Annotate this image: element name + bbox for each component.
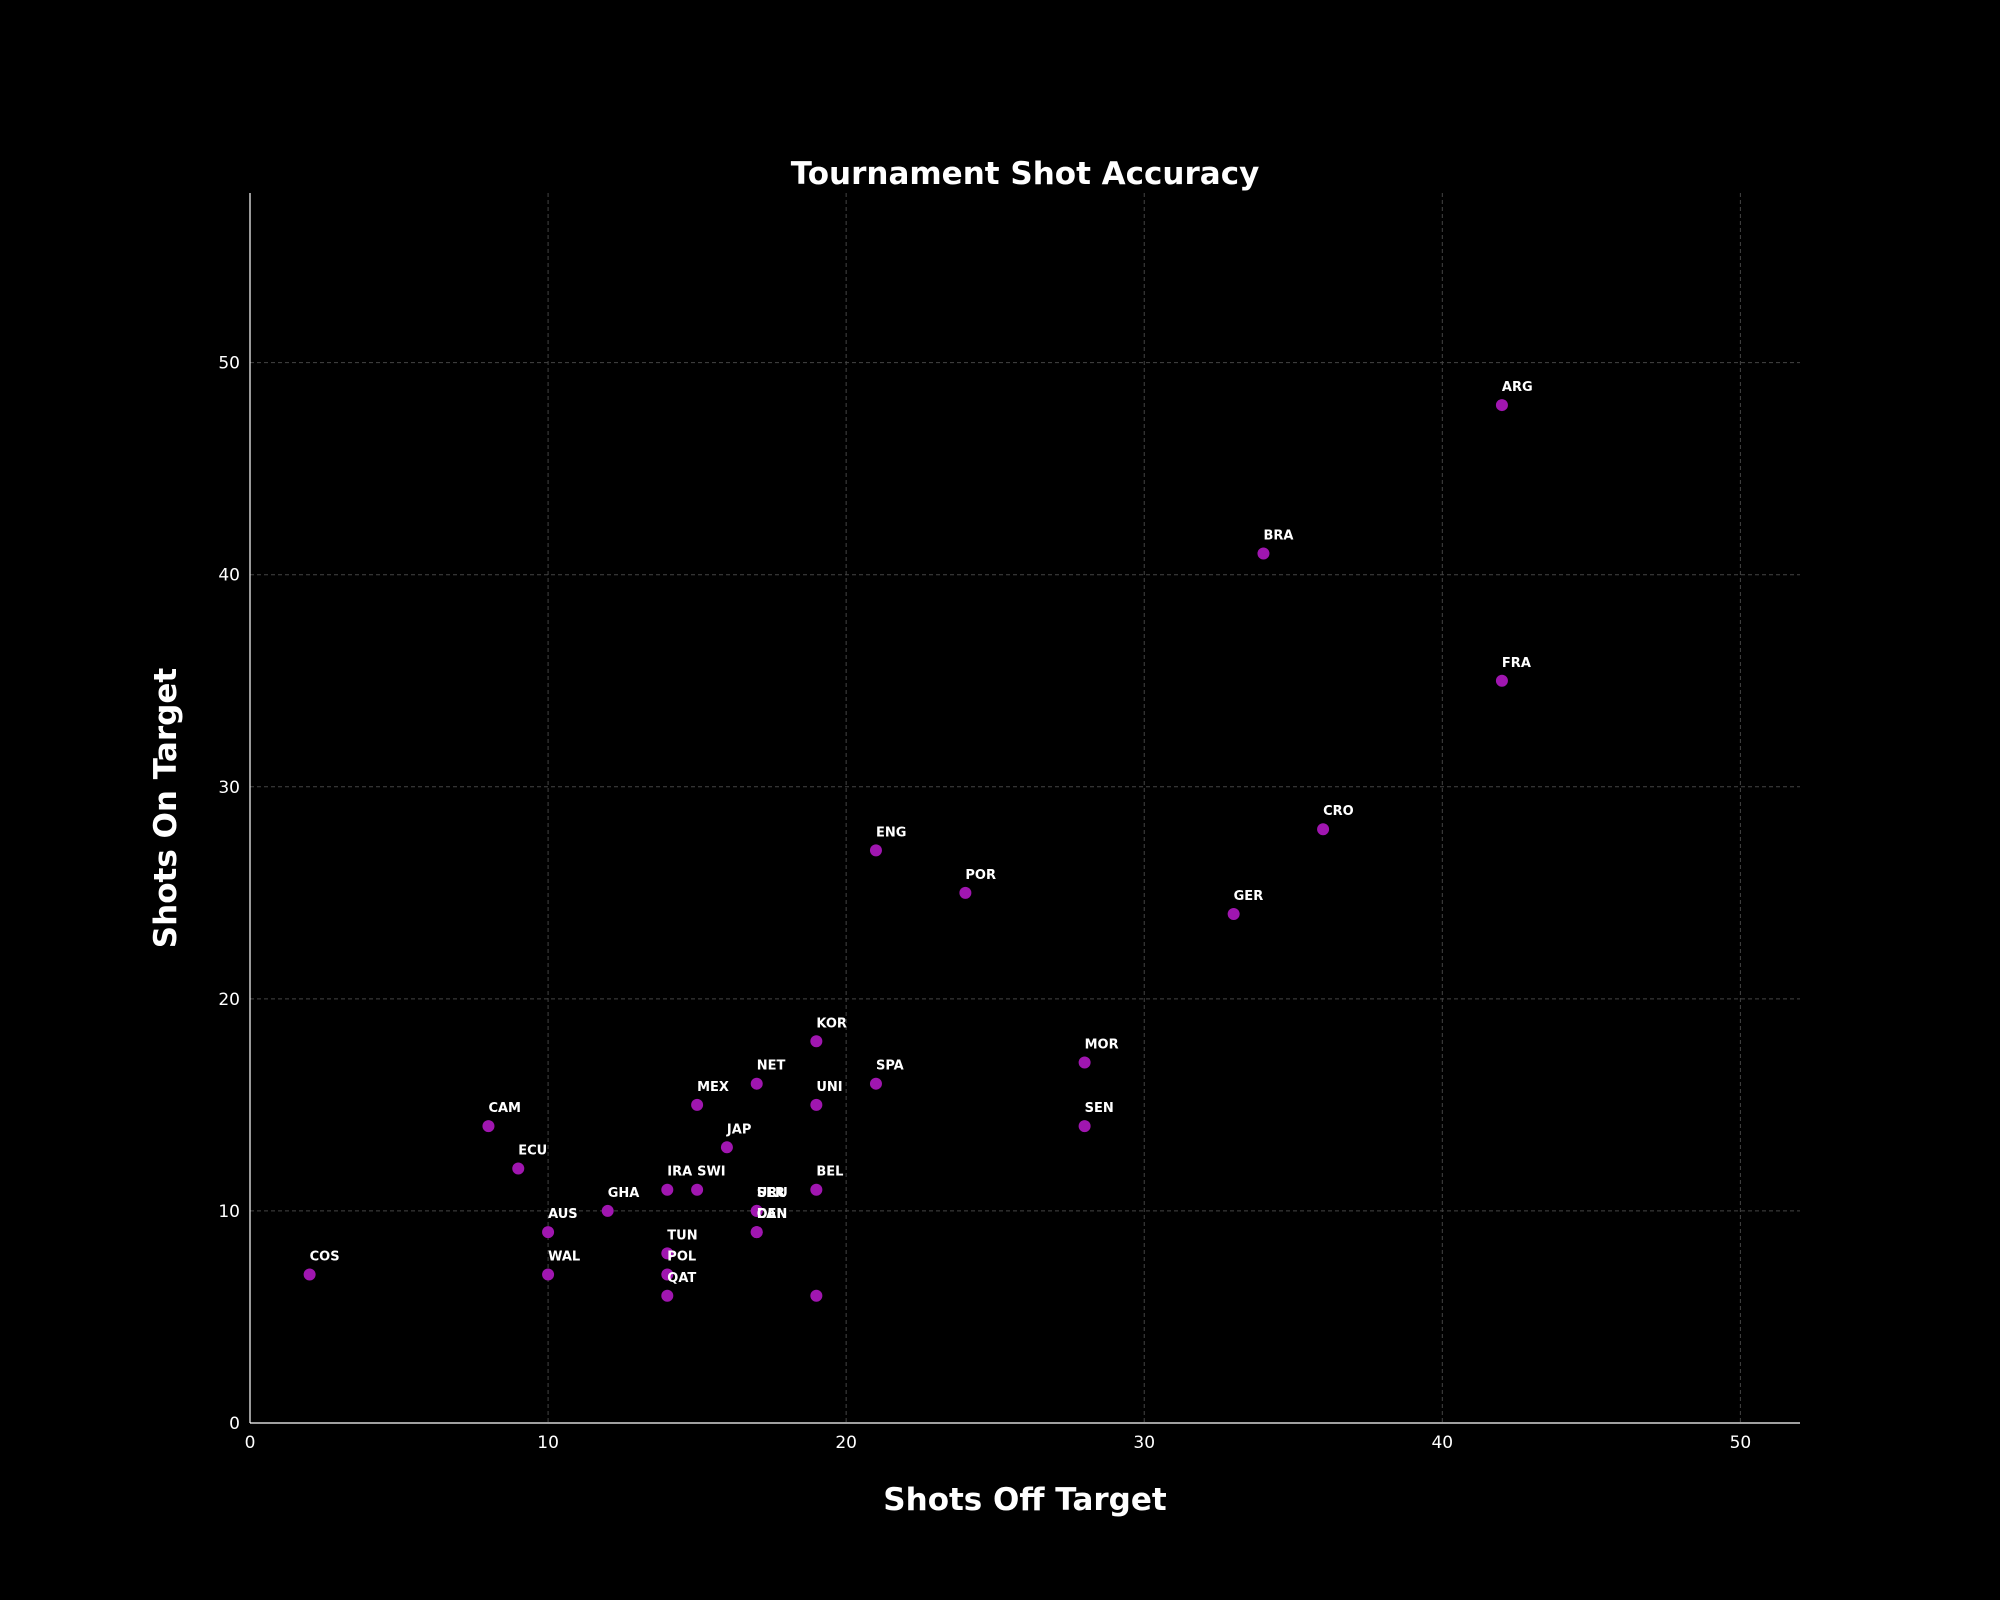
data-points bbox=[303, 399, 1508, 1302]
grid-lines bbox=[250, 193, 1800, 1423]
tick-labels: 0 10 20 30 40 50 0 10 20 30 40 50 bbox=[218, 354, 1751, 1453]
data-point[interactable] bbox=[869, 844, 882, 857]
point-label: POR bbox=[965, 868, 996, 883]
point-label: POL bbox=[667, 1250, 696, 1265]
point-label: CRO bbox=[1323, 804, 1354, 819]
point-label: SPA bbox=[876, 1059, 904, 1074]
data-point[interactable] bbox=[691, 1098, 704, 1111]
point-label: COS bbox=[310, 1250, 340, 1265]
point-label: AUS bbox=[548, 1207, 578, 1222]
data-point[interactable] bbox=[1495, 399, 1508, 412]
point-label: TUN bbox=[667, 1228, 697, 1243]
point-label: SWI bbox=[697, 1165, 726, 1180]
point-label: WAL bbox=[548, 1250, 580, 1265]
y-tick-label: 30 bbox=[218, 778, 240, 798]
point-label: QAT bbox=[667, 1271, 696, 1286]
y-tick-label: 10 bbox=[218, 1202, 240, 1222]
data-point[interactable] bbox=[810, 1183, 823, 1196]
data-point[interactable] bbox=[661, 1183, 674, 1196]
point-labels: ARG BRA FRA CRO ENG POR GER KOR MOR NET SPA MEX UNI C… bbox=[310, 380, 1533, 1286]
point-label: GER bbox=[1234, 889, 1264, 904]
data-point[interactable] bbox=[750, 1204, 763, 1217]
data-point[interactable] bbox=[661, 1289, 674, 1302]
point-label: JAP bbox=[726, 1122, 751, 1137]
data-point[interactable] bbox=[1227, 908, 1240, 921]
data-point[interactable] bbox=[542, 1226, 555, 1239]
data-point[interactable] bbox=[601, 1204, 614, 1217]
point-label: ARG bbox=[1502, 380, 1533, 395]
x-tick-label: 20 bbox=[835, 1433, 857, 1453]
point-label: CAN bbox=[757, 1207, 787, 1222]
x-tick-label: 0 bbox=[245, 1433, 256, 1453]
point-label: MOR bbox=[1085, 1037, 1119, 1052]
data-point[interactable] bbox=[810, 1098, 823, 1111]
point-label: GHA bbox=[608, 1186, 640, 1201]
data-point[interactable] bbox=[512, 1162, 525, 1175]
point-label: MEX bbox=[697, 1080, 729, 1095]
point-label: SER bbox=[757, 1186, 785, 1201]
data-point[interactable] bbox=[1317, 823, 1330, 836]
y-tick-label: 0 bbox=[229, 1414, 240, 1434]
y-tick-label: 40 bbox=[218, 566, 240, 586]
point-label: IRA bbox=[667, 1165, 692, 1180]
x-axis-label: Shots Off Target bbox=[883, 1482, 1167, 1518]
data-point[interactable] bbox=[661, 1268, 674, 1281]
data-point[interactable] bbox=[810, 1035, 823, 1048]
data-point[interactable] bbox=[482, 1120, 495, 1133]
y-tick-label: 20 bbox=[218, 990, 240, 1010]
point-label: NET bbox=[757, 1059, 786, 1074]
data-point[interactable] bbox=[750, 1226, 763, 1239]
data-point[interactable] bbox=[1078, 1120, 1091, 1133]
data-point[interactable] bbox=[1257, 547, 1270, 560]
x-tick-label: 50 bbox=[1730, 1433, 1752, 1453]
chart-title: Tournament Shot Accuracy bbox=[791, 156, 1260, 192]
y-tick-label: 50 bbox=[218, 354, 240, 374]
data-point[interactable] bbox=[720, 1141, 733, 1154]
point-label: DEN bbox=[757, 1207, 788, 1222]
point-label: SEN bbox=[1085, 1101, 1114, 1116]
point-label: KOR bbox=[816, 1016, 847, 1031]
point-label: URU bbox=[757, 1186, 788, 1201]
data-point[interactable] bbox=[691, 1183, 704, 1196]
data-point[interactable] bbox=[869, 1077, 882, 1090]
data-point[interactable] bbox=[810, 1289, 823, 1302]
point-label: BRA bbox=[1263, 529, 1293, 544]
point-label: UNI bbox=[816, 1080, 842, 1095]
point-label: CAM bbox=[488, 1101, 521, 1116]
x-tick-label: 40 bbox=[1431, 1433, 1453, 1453]
axes bbox=[249, 193, 1800, 1424]
x-tick-label: 10 bbox=[537, 1433, 559, 1453]
point-label: ECU bbox=[518, 1144, 547, 1159]
point-label: BEL bbox=[816, 1165, 843, 1180]
point-label: FRA bbox=[1502, 656, 1531, 671]
data-point[interactable] bbox=[542, 1268, 555, 1281]
x-tick-label: 30 bbox=[1133, 1433, 1155, 1453]
data-point[interactable] bbox=[750, 1077, 763, 1090]
data-point[interactable] bbox=[661, 1247, 674, 1260]
y-axis-label: Shots On Target bbox=[148, 668, 184, 949]
data-point[interactable] bbox=[1078, 1056, 1091, 1069]
data-point[interactable] bbox=[1495, 674, 1508, 687]
point-label: ENG bbox=[876, 825, 906, 840]
data-point[interactable] bbox=[303, 1268, 316, 1281]
data-point[interactable] bbox=[959, 886, 972, 899]
